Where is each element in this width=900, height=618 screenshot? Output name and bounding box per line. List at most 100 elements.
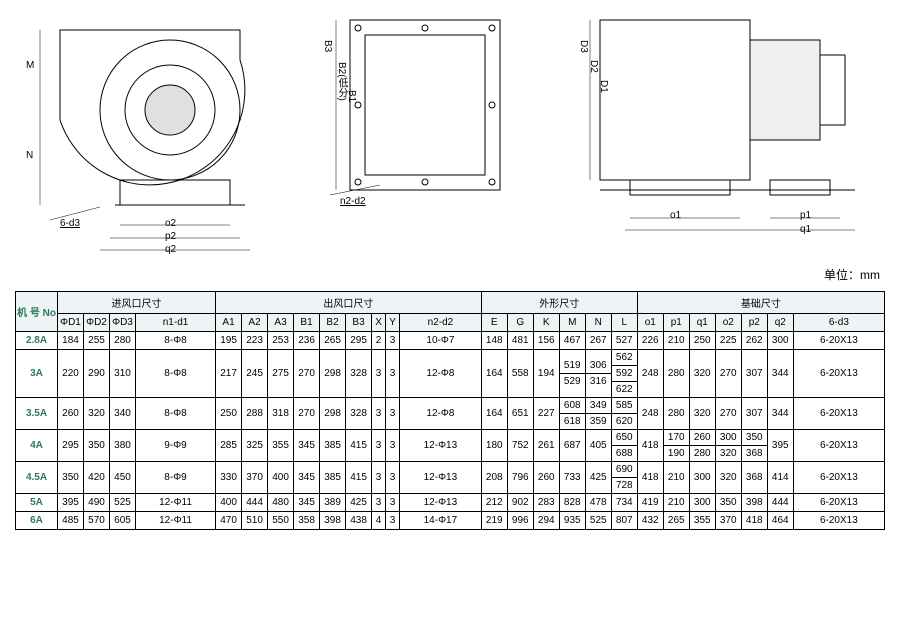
- cell: 6-20X13: [793, 494, 884, 512]
- cell-model: 4A: [16, 430, 58, 462]
- cell-model: 4.5A: [16, 462, 58, 494]
- cell: 464: [767, 512, 793, 530]
- cell: 310: [110, 350, 136, 398]
- cell-model: 3A: [16, 350, 58, 398]
- cell: 3: [386, 350, 400, 398]
- label-n: N: [26, 150, 33, 161]
- cell: 280: [663, 350, 689, 398]
- cell: 467: [559, 332, 585, 350]
- cell: 6-20X13: [793, 332, 884, 350]
- cell-multi: 300320: [715, 430, 741, 462]
- cell: 270: [294, 398, 320, 430]
- cell: 260: [58, 398, 84, 430]
- cell: 527: [611, 332, 637, 350]
- label-m: M: [26, 60, 34, 71]
- cell: 807: [611, 512, 637, 530]
- cell: 432: [637, 512, 663, 530]
- cell: 265: [320, 332, 346, 350]
- cell: 418: [637, 462, 663, 494]
- cell: 223: [242, 332, 268, 350]
- cell: 344: [767, 350, 793, 398]
- cell-model: 6A: [16, 512, 58, 530]
- cell: 219: [481, 512, 507, 530]
- col-y: Y: [386, 314, 400, 332]
- label-6d3: 6-d3: [60, 218, 80, 229]
- cell: 3: [386, 332, 400, 350]
- cell: 355: [268, 430, 294, 462]
- cell-multi: 562592622: [611, 350, 637, 398]
- cell: 270: [294, 350, 320, 398]
- cell: 12-Φ13: [400, 462, 482, 494]
- label-p1: p1: [800, 210, 811, 221]
- cell: 490: [84, 494, 110, 512]
- drawing-svg: [0, 0, 900, 260]
- col-q1: q1: [689, 314, 715, 332]
- cell: 480: [268, 494, 294, 512]
- label-q2: q2: [165, 244, 176, 255]
- cell: 6-20X13: [793, 430, 884, 462]
- cell: 226: [637, 332, 663, 350]
- cell: 438: [346, 512, 372, 530]
- cell: 320: [715, 462, 741, 494]
- col-x: X: [372, 314, 386, 332]
- cell: 398: [320, 512, 346, 530]
- cell: 2: [372, 332, 386, 350]
- col-model: 机 号 No: [16, 292, 58, 332]
- cell: 400: [216, 494, 242, 512]
- cell: 358: [294, 512, 320, 530]
- cell: 298: [320, 398, 346, 430]
- col-nn: N: [585, 314, 611, 332]
- col-o2: o2: [715, 314, 741, 332]
- cell: 350: [715, 494, 741, 512]
- col-p1: p1: [663, 314, 689, 332]
- col-m: M: [559, 314, 585, 332]
- cell: 262: [741, 332, 767, 350]
- cell: 420: [84, 462, 110, 494]
- cell: 156: [533, 332, 559, 350]
- cell: 295: [58, 430, 84, 462]
- cell: 288: [242, 398, 268, 430]
- label-n2d2: n2-d2: [340, 196, 366, 207]
- cell: 385: [320, 430, 346, 462]
- cell: 444: [767, 494, 793, 512]
- cell: 6-20X13: [793, 350, 884, 398]
- label-d3: D3: [578, 40, 589, 53]
- col-p2: p2: [741, 314, 767, 332]
- cell: 275: [268, 350, 294, 398]
- cell: 558: [507, 350, 533, 398]
- cell: 350: [58, 462, 84, 494]
- cell: 996: [507, 512, 533, 530]
- cell: 9-Φ9: [136, 430, 216, 462]
- cell: 395: [767, 430, 793, 462]
- group-inlet: 进风口尺寸: [58, 292, 216, 314]
- cell: 570: [84, 512, 110, 530]
- label-d2: D2: [588, 60, 599, 73]
- cell: 195: [216, 332, 242, 350]
- cell: 180: [481, 430, 507, 462]
- cell-multi: 585620: [611, 398, 637, 430]
- cell: 8-Φ8: [136, 332, 216, 350]
- label-o2: o2: [165, 218, 176, 229]
- col-b1: B1: [294, 314, 320, 332]
- cell: 415: [346, 430, 372, 462]
- cell: 12-Φ11: [136, 512, 216, 530]
- col-a2: A2: [242, 314, 268, 332]
- cell: 370: [242, 462, 268, 494]
- cell: 385: [320, 462, 346, 494]
- col-d3: ΦD3: [110, 314, 136, 332]
- cell-multi: 350368: [741, 430, 767, 462]
- cell: 328: [346, 398, 372, 430]
- cell-model: 3.5A: [16, 398, 58, 430]
- cell: 12-Φ8: [400, 398, 482, 430]
- cell: 250: [689, 332, 715, 350]
- cell: 370: [715, 512, 741, 530]
- cell: 510: [242, 512, 268, 530]
- cell: 300: [767, 332, 793, 350]
- cell: 400: [268, 462, 294, 494]
- cell: 389: [320, 494, 346, 512]
- cell: 12-Φ8: [400, 350, 482, 398]
- label-o1: o1: [670, 210, 681, 221]
- cell-multi: 690728: [611, 462, 637, 494]
- cell-multi: 650688: [611, 430, 637, 462]
- cell: 796: [507, 462, 533, 494]
